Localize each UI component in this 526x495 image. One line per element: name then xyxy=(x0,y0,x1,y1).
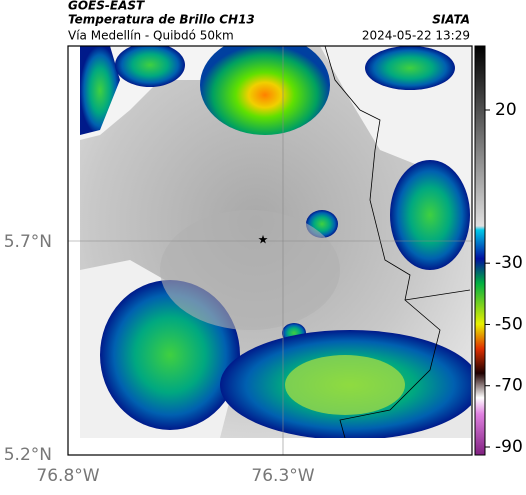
lat-label: 5.2°N xyxy=(4,445,52,465)
location-marker: ★ xyxy=(258,233,269,247)
colorbar-tick-label: -70 xyxy=(495,376,523,396)
lat-label: 5.7°N xyxy=(4,232,52,252)
colorbar-tick-label: -50 xyxy=(495,314,523,334)
map-frame xyxy=(67,45,473,456)
colorbar-tick-label: -90 xyxy=(495,437,523,457)
satellite: GOES-EAST xyxy=(68,0,145,13)
lon-label: 76.3°W xyxy=(251,466,314,486)
source: SIATA xyxy=(432,13,470,27)
satellite-image xyxy=(80,46,471,438)
product: Temperatura de Brillo CH13 xyxy=(68,13,255,27)
route: Vía Medellín - Quibdó 50km xyxy=(68,29,234,43)
datetime: 2024-05-22 13:29 xyxy=(362,29,470,43)
colorbar-tick-label: 20 xyxy=(495,100,517,120)
colorbar-tick-label: -30 xyxy=(495,253,523,273)
colorbar xyxy=(474,45,486,456)
lon-label: 76.8°W xyxy=(36,466,99,486)
